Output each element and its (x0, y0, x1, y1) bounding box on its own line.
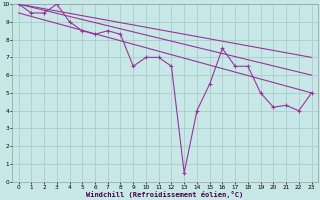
X-axis label: Windchill (Refroidissement éolien,°C): Windchill (Refroidissement éolien,°C) (86, 191, 244, 198)
